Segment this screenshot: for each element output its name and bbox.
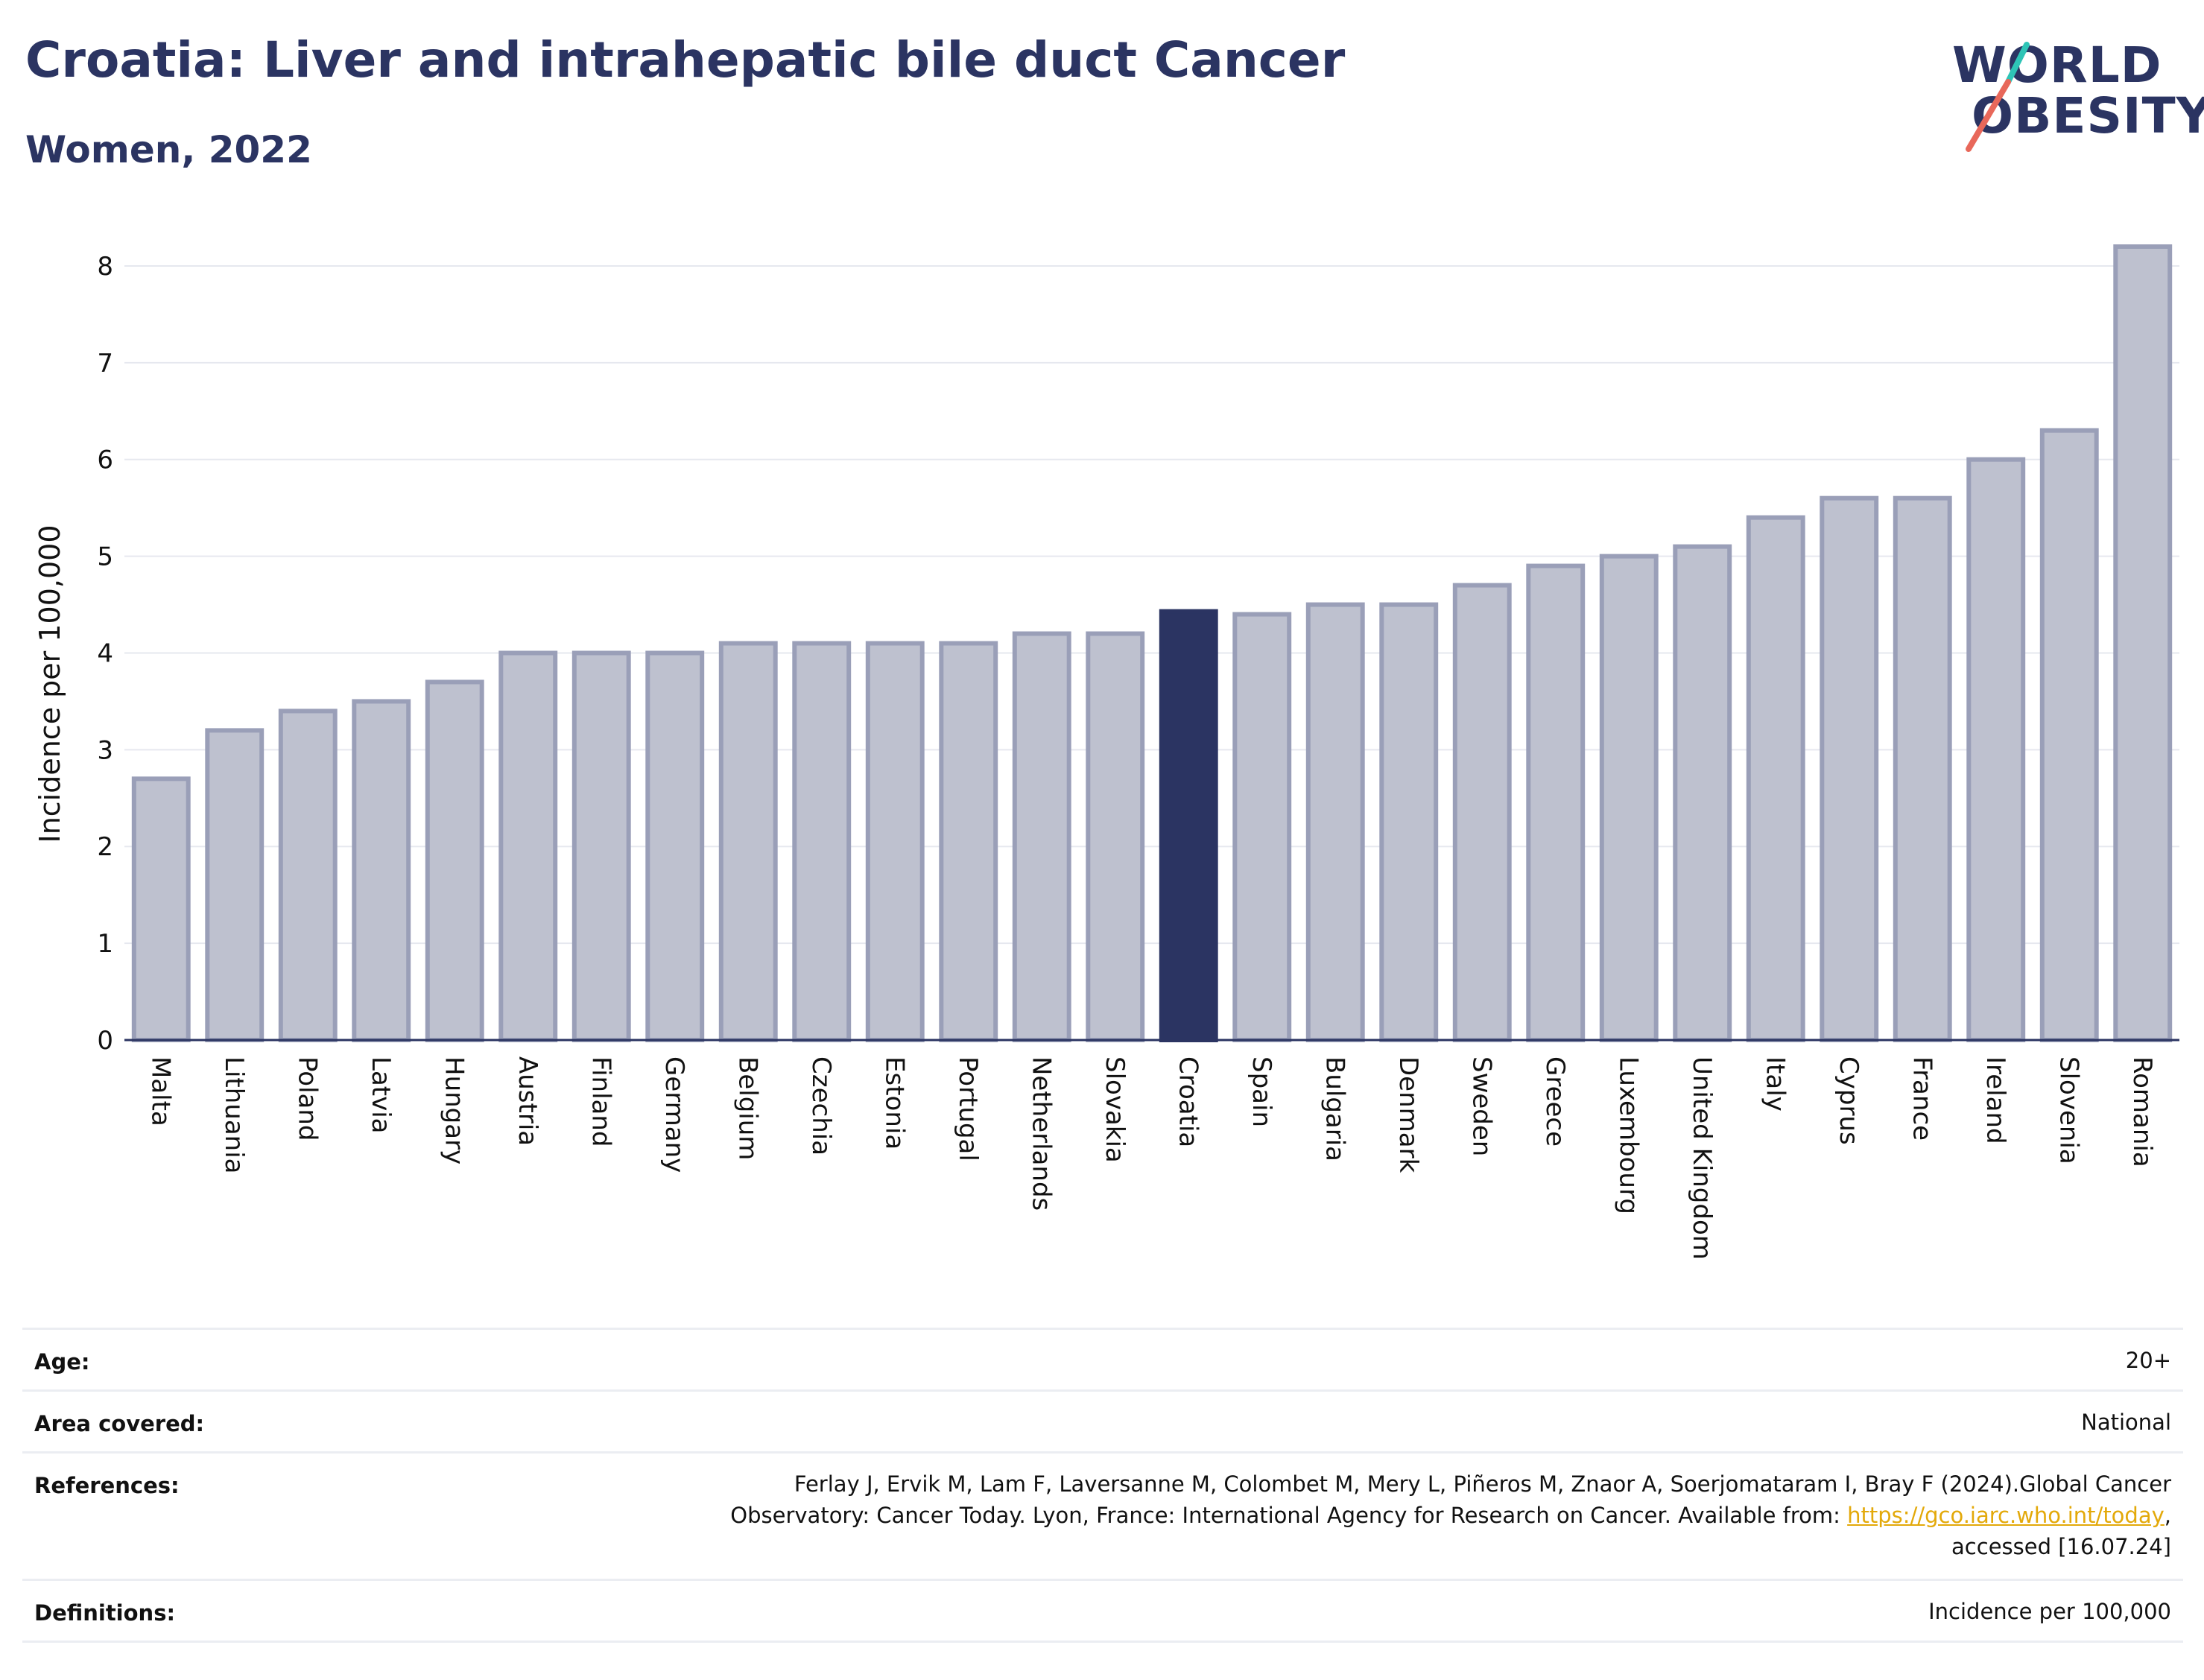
x-tick-label: France [1907,1056,1937,1141]
bar-belgium [718,641,778,1042]
x-tick-label: Hungary [439,1056,469,1164]
x-tick-label: Czechia [806,1056,836,1156]
bar-luxembourg [1599,554,1659,1042]
y-tick-label: 0 [97,1026,113,1056]
bar-france [1893,495,1952,1042]
x-tick-label: Netherlands [1026,1056,1056,1211]
page-title: Croatia: Liver and intrahepatic bile duc… [25,31,1346,89]
page-subtitle: Women, 2022 [25,128,312,171]
x-tick-label: Ireland [1980,1056,2010,1144]
x-tick-label: Slovenia [2053,1056,2083,1164]
age-label: Age: [34,1349,90,1375]
bar-latvia [352,699,411,1042]
x-tick-label: Belgium [732,1056,762,1160]
bar-poland [278,709,338,1043]
logo-slash-icon [1966,42,2030,152]
info-row-references: References: Ferlay J, Ervik M, Lam F, La… [22,1451,2183,1579]
bar-lithuania [205,728,265,1043]
x-tick-label: Croatia [1173,1056,1203,1147]
x-tick-label: Poland [292,1056,322,1141]
bar-chart: 0 1 2 3 4 5 6 7 8 Malta Lithuania Poland Latvia Hung… [34,244,2179,1260]
references-link[interactable]: https://gco.iarc.who.int/today [1847,1503,2165,1528]
x-tick-label: Sweden [1466,1056,1496,1156]
x-tick-label: United Kingdom [1687,1056,1717,1260]
x-tick-label: Lithuania [219,1056,249,1173]
bar-croatia [1159,609,1218,1042]
x-tick-label: Cyprus [1834,1056,1863,1145]
bar-united-kingdom [1673,544,1732,1042]
area-label: Area covered: [34,1411,205,1436]
references-line-2: Observatory: Cancer Today. Lyon, France:… [730,1500,2171,1531]
references-line-2-text: Observatory: Cancer Today. Lyon, France:… [730,1503,1848,1528]
y-tick-label: 3 [97,735,113,765]
bar-germany [645,650,705,1042]
bar-romania [2113,244,2173,1043]
bar-slovenia [2039,428,2099,1042]
bar-bulgaria [1305,602,1365,1042]
x-tick-label: Slovakia [1100,1056,1130,1163]
area-value: National [2081,1410,2171,1435]
x-tick-label: Austria [513,1056,542,1146]
x-tick-label: Denmark [1393,1056,1423,1173]
bar-finland [571,650,631,1042]
x-tick-label: Italy [1760,1056,1790,1112]
definitions-value: Incidence per 100,000 [1928,1599,2171,1624]
bar-italy [1746,515,1805,1042]
bar-slovakia [1086,631,1145,1042]
info-table: Age: 20+ Area covered: National Referenc… [22,1328,2183,1643]
x-tick-label: Germany [659,1056,689,1173]
info-row-definitions: Definitions: Incidence per 100,000 [22,1579,2183,1643]
bar-cyprus [1820,495,1879,1042]
bar-portugal [939,641,998,1042]
bar-estonia [865,641,925,1042]
x-tick-label: Greece [1540,1056,1570,1147]
x-tick-label: Romania [2127,1056,2157,1167]
bar-denmark [1379,602,1439,1042]
y-tick-label: 7 [97,349,113,378]
bars [131,244,2173,1043]
references-text: Ferlay J, Ervik M, Lam F, Laversanne M, … [730,1468,2171,1562]
y-axis-label: Incidence per 100,000 [34,524,66,843]
bar-spain [1232,612,1292,1042]
bar-austria [498,650,558,1042]
bar-hungary [425,679,484,1043]
bar-sweden [1452,583,1512,1042]
bar-netherlands [1012,631,1071,1042]
bar-malta [131,776,191,1043]
y-tick-labels: 0 1 2 3 4 5 6 7 8 [97,252,113,1056]
info-row-age: Age: 20+ [22,1328,2183,1389]
x-tick-label: Spain [1247,1056,1276,1127]
age-value: 20+ [2125,1348,2171,1373]
y-tick-label: 1 [97,929,113,959]
logo-line-1: WORLD [1952,37,2162,94]
x-tick-label: Portugal [953,1056,983,1161]
y-tick-label: 8 [97,252,113,282]
x-tick-labels: Malta Lithuania Poland Latvia Hungary Austria… [145,1056,2157,1260]
references-line-2-end: , [2164,1503,2171,1528]
references-line-3: accessed [16.07.24] [1951,1534,2171,1559]
world-obesity-logo: WORLD OBESITY [1937,30,2204,164]
logo-line-2: OBESITY [1972,87,2204,145]
info-row-area: Area covered: National [22,1389,2183,1451]
bar-czechia [792,641,852,1042]
x-tick-label: Estonia [879,1056,909,1150]
y-tick-label: 6 [97,446,113,475]
references-line-1: Ferlay J, Ervik M, Lam F, Laversanne M, … [794,1471,2171,1497]
y-tick-label: 4 [97,638,113,668]
references-label: References: [34,1473,180,1498]
x-tick-label: Finland [586,1056,615,1147]
bar-ireland [1966,457,2026,1042]
y-tick-label: 5 [97,542,113,572]
y-tick-label: 2 [97,832,113,862]
x-tick-label: Luxembourg [1613,1056,1643,1214]
bar-greece [1526,563,1586,1042]
x-tick-label: Bulgaria [1320,1056,1349,1161]
definitions-label: Definitions: [34,1600,176,1626]
x-tick-label: Malta [145,1056,175,1126]
x-tick-label: Latvia [366,1056,396,1134]
